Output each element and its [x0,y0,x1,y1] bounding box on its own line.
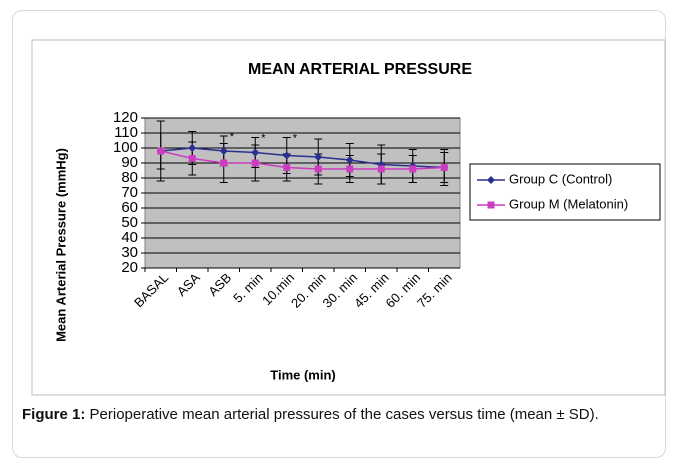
y-axis-label: Mean Arterial Pressure (mmHg) [53,148,68,342]
y-tick-label: 60 [121,199,138,216]
data-point [251,148,260,157]
legend-marker [487,176,495,184]
data-point [220,159,228,167]
data-point [314,165,322,173]
y-tick-label: 30 [121,244,138,261]
data-point [251,159,259,167]
legend [469,163,661,221]
data-point [377,165,385,173]
annotation: * [293,132,298,144]
series-line [160,150,445,170]
data-point [219,147,228,155]
y-tick-label: 40 [121,229,138,246]
data-point [282,151,291,160]
x-axis-label: Time (min) [270,367,336,382]
data-point [440,164,448,171]
data-point [188,144,197,152]
legend-marker [487,201,495,209]
caption-text: Perioperative mean arterial pressures of… [89,406,599,423]
annotation: * [261,132,266,144]
data-point [188,155,196,162]
y-tick-label: 80 [121,169,138,186]
y-tick-label: 20 [121,259,138,276]
caption-label: Figure 1: [22,406,86,423]
legend-label: Group C (Control) [509,171,612,186]
data-point [157,147,165,155]
data-point [345,156,354,164]
chart: MEAN ARTERIAL PRESSURE Mean Arterial Pre… [31,39,666,396]
data-point [314,153,323,161]
y-tick-label: 120 [113,109,138,126]
data-point [409,165,417,173]
y-tick-label: 90 [121,154,138,171]
data-point [346,165,354,173]
annotation: * [230,131,235,143]
y-tick-label: 50 [121,214,138,231]
y-tick-label: 70 [121,184,138,201]
y-tick-label: 110 [114,124,138,141]
chart-title: MEAN ARTERIAL PRESSURE [248,61,472,78]
caption: Figure 1: Perioperative mean arterial pr… [22,404,660,425]
data-point [283,164,291,171]
y-tick-label: 100 [113,139,138,156]
series-line [160,147,445,169]
legend-label: Group M (Melatonin) [509,196,628,211]
